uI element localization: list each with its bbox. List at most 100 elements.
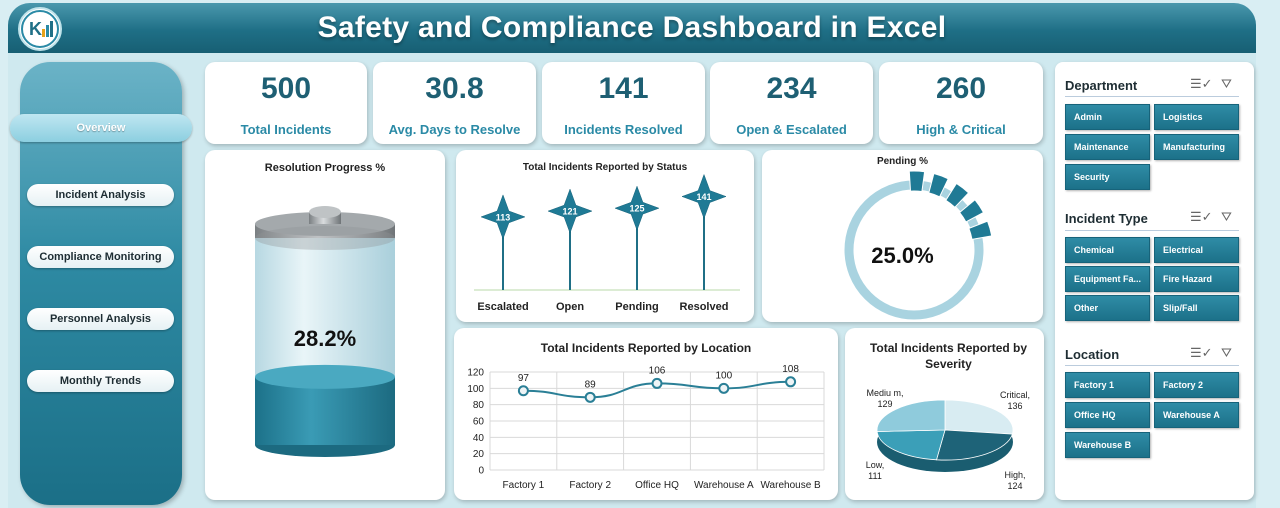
nav-compliance-monitoring[interactable]: Compliance Monitoring (27, 246, 174, 268)
kpi-label: Incidents Resolved (564, 122, 683, 137)
severity-chart: Critical, 136 High, 124 Low, 111 Mediu m, 129 (866, 388, 1030, 491)
location-point (651, 377, 663, 389)
multi-select-icon[interactable]: ☰✓ (1190, 209, 1213, 224)
status-chart: 113 Escalated 121 Open 125 Pending 141 Resolved (474, 173, 740, 313)
resolution-percent: 28.2% (293, 326, 357, 351)
pie-data-label: High, 124 (1004, 470, 1025, 491)
location-tick-label: Factory 2 (569, 480, 611, 491)
location-tick-label: Warehouse B (760, 480, 821, 491)
slicer-divider (1065, 96, 1239, 97)
kpi-value: 234 (766, 72, 817, 105)
location-point (584, 391, 596, 403)
location-chart: 0 20 40 60 80 100 120 97 Factory 1 89 Factory 2 106… (467, 364, 825, 491)
slicer-panel: Department ☰✓ ⛛ Admin Logistics Maintena… (1055, 62, 1254, 500)
kpi-label: High & Critical (916, 122, 1006, 137)
chart-title: Pending % (876, 156, 929, 167)
slicer-item-warehouse-a[interactable]: Warehouse A (1154, 402, 1239, 428)
slicer-item-slip-fall[interactable]: Slip/Fall (1154, 295, 1239, 321)
slicer-item-maintenance[interactable]: Maintenance (1065, 134, 1150, 160)
severity-chart-card: Total Incidents Reported by Severity Cri… (845, 328, 1044, 500)
slicer-item-equipment-failure[interactable]: Equipment Fa... (1065, 266, 1150, 292)
status-data-label: 113 (496, 212, 511, 222)
pie-slice-critical (944, 399, 1014, 435)
multi-select-icon[interactable]: ☰✓ (1190, 345, 1213, 360)
pie-data-label: Low, 111 (866, 460, 885, 481)
y-tick-label: 60 (473, 417, 485, 428)
y-tick-label: 100 (467, 384, 484, 395)
battery-cap-shadow (255, 226, 395, 250)
location-tick-label: Factory 1 (503, 480, 545, 491)
kpi-card-high-critical: 260 High & Critical (879, 62, 1043, 144)
y-tick-label: 80 (473, 400, 485, 411)
pending-percent: 25.0% (871, 243, 934, 268)
slicer-item-logistics[interactable]: Logistics (1154, 104, 1239, 130)
kpi-value: 260 (935, 72, 987, 105)
slicer-item-factory-2[interactable]: Factory 2 (1154, 372, 1239, 398)
slicer-title-department: Department (1065, 78, 1138, 93)
dashboard-header: K Safety and Compliance Dashboard in Exc… (8, 3, 1256, 53)
chart-title: Total Incidents Reported by Location (540, 341, 752, 355)
slicer-title-location: Location (1065, 347, 1120, 362)
slicer-item-fire-hazard[interactable]: Fire Hazard (1154, 266, 1239, 292)
slicer-item-warehouse-b[interactable]: Warehouse B (1065, 432, 1150, 458)
nav-personnel-analysis[interactable]: Personnel Analysis (27, 308, 174, 330)
slicer-divider (1065, 230, 1239, 231)
slicer-divider (1065, 365, 1239, 366)
location-data-label: 89 (585, 379, 597, 390)
svg-text:K: K (29, 19, 42, 39)
pie-slice-low (876, 429, 946, 461)
clear-filter-icon[interactable]: ⛛ (1221, 209, 1232, 224)
kpi-card-total-incidents: 500 Total Incidents (205, 62, 367, 144)
battery-gauge (255, 206, 395, 457)
page-title: Safety and Compliance Dashboard in Excel (317, 11, 947, 44)
status-data-label: 121 (562, 207, 577, 217)
location-data-label: 106 (649, 365, 666, 376)
pie-slice-medium (876, 399, 946, 432)
status-marker (547, 188, 593, 234)
nav-incident-analysis[interactable]: Incident Analysis (27, 184, 174, 206)
status-tick-label: Pending (615, 301, 658, 313)
status-tick-label: Escalated (477, 301, 528, 313)
slicer-item-electrical[interactable]: Electrical (1154, 237, 1239, 263)
status-tick-label: Resolved (680, 301, 729, 313)
kpi-label: Open & Escalated (736, 122, 847, 137)
donut-segment (945, 182, 970, 209)
kpi-label: Total Incidents (240, 122, 332, 137)
clear-filter-icon[interactable]: ⛛ (1221, 76, 1232, 91)
slicer-item-manufacturing[interactable]: Manufacturing (1154, 134, 1239, 160)
nav-overview[interactable]: Overview (10, 114, 192, 142)
location-point (718, 382, 730, 394)
location-point (517, 385, 529, 397)
clear-filter-icon[interactable]: ⛛ (1221, 345, 1232, 360)
donut-segment (908, 170, 926, 193)
slicer-item-office-hq[interactable]: Office HQ (1065, 402, 1150, 428)
location-tick-label: Office HQ (635, 480, 679, 491)
y-tick-label: 20 (473, 449, 485, 460)
location-point (785, 376, 797, 388)
battery-fill-top (255, 364, 395, 389)
kpi-label: Avg. Days to Resolve (388, 122, 521, 137)
slicer-item-factory-1[interactable]: Factory 1 (1065, 372, 1150, 398)
slicer-item-chemical[interactable]: Chemical (1065, 237, 1150, 263)
chart-title: Resolution Progress % (264, 162, 386, 174)
multi-select-icon[interactable]: ☰✓ (1190, 76, 1213, 91)
status-marker (480, 194, 526, 240)
status-marker (681, 173, 727, 220)
location-data-label: 97 (518, 373, 530, 384)
location-tick-label: Warehouse A (694, 480, 754, 491)
slicer-item-other[interactable]: Other (1065, 295, 1150, 321)
y-tick-label: 0 (478, 466, 484, 477)
kpi-card-avg-days: 30.8 Avg. Days to Resolve (373, 62, 536, 144)
chart-title: Total Incidents Reported by Severity (869, 341, 1028, 371)
kpi-value: 141 (598, 72, 649, 105)
pending-card: Pending % 25.0% (762, 150, 1043, 322)
location-data-label: 108 (782, 364, 799, 375)
slicer-item-admin[interactable]: Admin (1065, 104, 1150, 130)
location-data-label: 100 (715, 370, 732, 381)
status-data-label: 125 (629, 204, 644, 214)
status-marker (614, 185, 660, 231)
location-chart-card: Total Incidents Reported by Location 0 20… (454, 328, 838, 500)
nav-monthly-trends[interactable]: Monthly Trends (27, 370, 174, 392)
chart-title: Total Incidents Reported by Status (522, 162, 688, 173)
slicer-item-security[interactable]: Security (1065, 164, 1150, 190)
